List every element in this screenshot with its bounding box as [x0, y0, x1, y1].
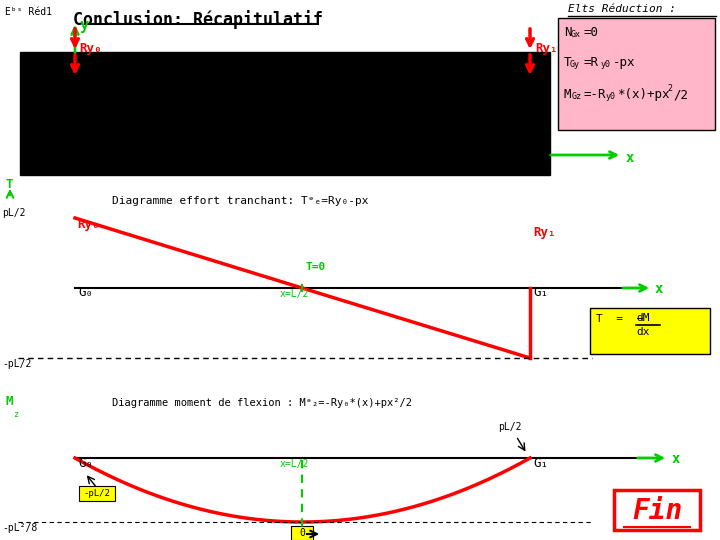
Text: Ry₁: Ry₁: [535, 42, 557, 55]
Text: x: x: [672, 452, 680, 466]
Text: T: T: [5, 178, 12, 191]
Text: x=L/2: x=L/2: [280, 289, 310, 299]
Text: Eᵇˢ Réd1: Eᵇˢ Réd1: [5, 7, 52, 17]
Bar: [79, 486, 115, 501]
Text: *(x)+px: *(x)+px: [617, 88, 670, 101]
Text: G₀: G₀: [78, 286, 93, 299]
Text: T: T: [564, 56, 572, 69]
Text: /2: /2: [673, 88, 688, 101]
Bar: [291, 526, 313, 540]
Text: Ry₀: Ry₀: [79, 42, 102, 55]
Text: Gx: Gx: [571, 30, 581, 39]
Text: Elts Réduction :: Elts Réduction :: [568, 4, 676, 14]
Bar: [590, 308, 710, 354]
Bar: [614, 490, 700, 530]
Text: y0: y0: [601, 60, 611, 69]
Text: dM: dM: [636, 313, 649, 323]
Text: =-R: =-R: [584, 88, 606, 101]
Text: Diagramme effort tranchant: Tᵊₑ=Ry₀-px: Diagramme effort tranchant: Tᵊₑ=Ry₀-px: [112, 196, 369, 206]
Text: pL/2: pL/2: [498, 422, 521, 432]
Text: Gy: Gy: [570, 60, 580, 69]
Text: x: x: [626, 151, 634, 165]
Text: Conclusion: Récapitulatif: Conclusion: Récapitulatif: [73, 10, 323, 29]
Text: N: N: [564, 26, 572, 39]
Text: T  =  −: T = −: [596, 314, 643, 324]
Text: G₁: G₁: [533, 457, 548, 470]
Text: Fin: Fin: [632, 497, 682, 525]
Bar: [20, 52, 550, 175]
Text: Ry₀: Ry₀: [77, 218, 99, 231]
Text: -pL/2: -pL/2: [2, 359, 32, 369]
Text: pL/2: pL/2: [2, 208, 25, 218]
Text: Gz: Gz: [572, 92, 582, 101]
Text: M: M: [5, 395, 12, 408]
Text: y: y: [80, 18, 89, 33]
Text: T=0: T=0: [305, 262, 325, 272]
Text: -px: -px: [613, 56, 636, 69]
Text: z: z: [13, 410, 18, 419]
Text: =R: =R: [583, 56, 598, 69]
Text: 2: 2: [667, 84, 672, 93]
Text: Diagramme moment de flexion : Mᵊ₂=-Ry₀*(x)+px²/2: Diagramme moment de flexion : Mᵊ₂=-Ry₀*(…: [112, 398, 412, 408]
Text: Ry₁: Ry₁: [533, 226, 556, 239]
Text: 0: 0: [299, 528, 305, 538]
Text: -pL²/8: -pL²/8: [2, 523, 37, 533]
Bar: [558, 18, 715, 130]
Text: G₀: G₀: [78, 457, 93, 470]
Text: x=L/2: x=L/2: [280, 459, 310, 469]
Text: y0: y0: [606, 92, 616, 101]
Text: M: M: [564, 88, 572, 101]
Text: G₁: G₁: [533, 286, 548, 299]
Text: =0: =0: [584, 26, 599, 39]
Text: -pL/2: -pL/2: [84, 489, 110, 497]
Text: x: x: [655, 282, 663, 296]
Text: dx: dx: [636, 327, 649, 337]
